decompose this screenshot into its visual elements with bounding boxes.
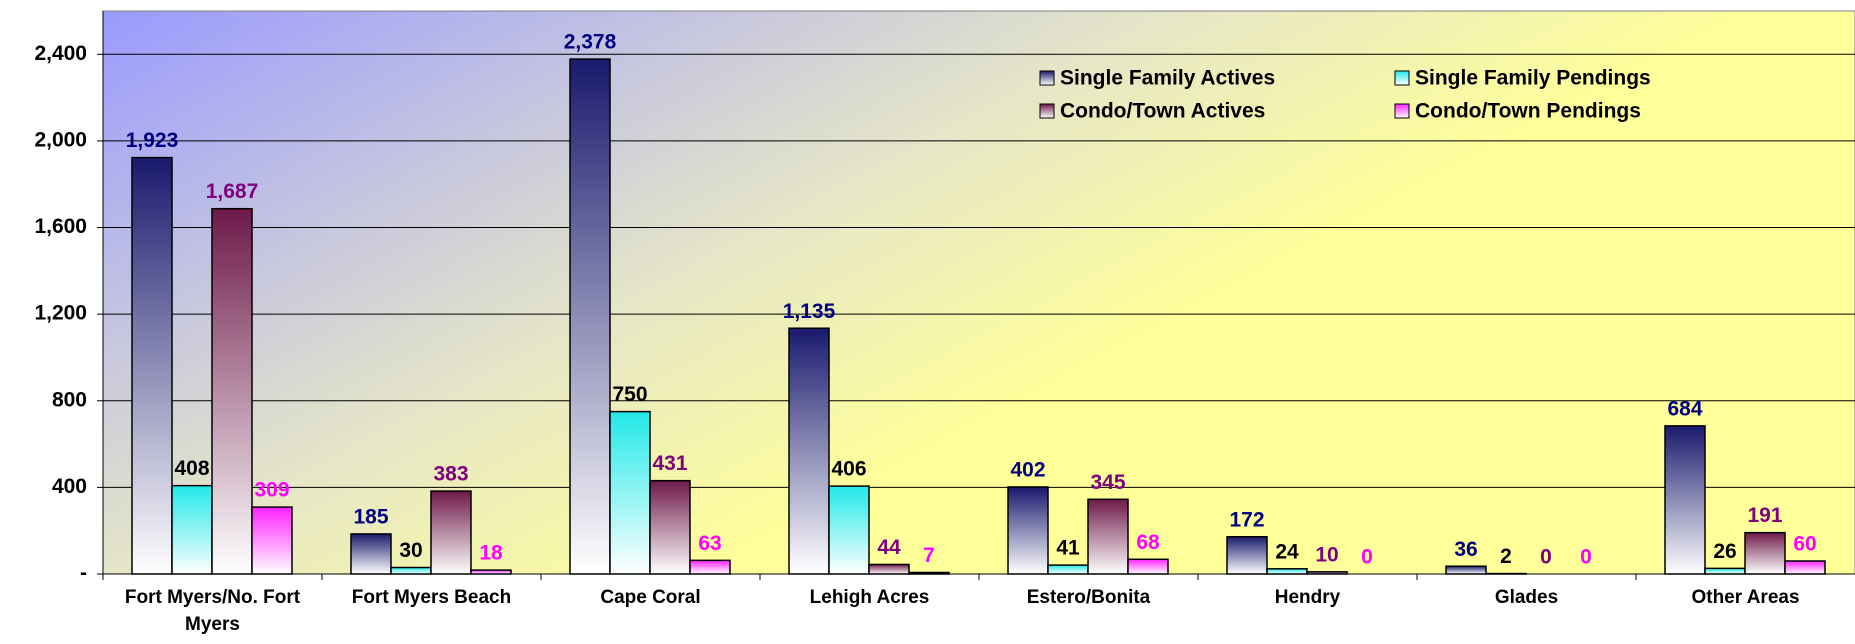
bar	[470, 569, 512, 575]
bar	[1266, 568, 1308, 575]
data-label: 63	[698, 532, 721, 555]
data-label: 10	[1315, 543, 1338, 566]
data-label: 402	[1010, 458, 1045, 481]
x-tick-label-box: Fort Myers Beach	[351, 587, 512, 608]
bar	[1445, 565, 1487, 575]
data-label: 185	[353, 505, 388, 528]
bar	[609, 410, 651, 575]
bar	[251, 506, 293, 575]
legend-swatch	[1394, 70, 1410, 86]
data-label: 383	[433, 463, 468, 486]
data-label: 30	[399, 539, 422, 562]
data-label: 41	[1056, 537, 1080, 560]
data-label: 345	[1090, 471, 1125, 494]
data-label: 406	[831, 458, 866, 481]
data-label: 18	[479, 542, 503, 565]
data-label: 7	[923, 544, 935, 567]
bar	[1744, 531, 1786, 575]
bar	[211, 207, 253, 575]
data-label: 2	[1500, 545, 1512, 568]
data-label: 0	[1580, 546, 1592, 569]
data-label: 68	[1136, 531, 1160, 554]
x-tick-label: Hendry	[1274, 587, 1341, 608]
x-tick-label-box: Lehigh Acres	[809, 587, 930, 608]
legend-label: Single Family Pendings	[1415, 67, 1651, 90]
bar	[1007, 486, 1049, 575]
data-label: 0	[1540, 546, 1552, 569]
bar	[390, 566, 432, 575]
data-label: 172	[1229, 508, 1264, 531]
y-tick-label: -	[80, 562, 87, 585]
x-tick-label: Other Areas	[1691, 587, 1800, 608]
legend-swatch	[1039, 70, 1055, 86]
data-label: 2,378	[564, 31, 617, 54]
x-tick-label-box: Cape Coral	[600, 587, 701, 608]
data-label: 26	[1713, 540, 1736, 563]
bar	[1127, 558, 1169, 575]
x-tick-label: Lehigh Acres	[809, 587, 930, 608]
data-label: 44	[877, 536, 901, 559]
data-label: 309	[254, 479, 289, 502]
x-tick-label-box: Estero/Bonita	[1026, 587, 1151, 608]
bar	[689, 559, 731, 575]
bar	[1047, 564, 1089, 575]
bar	[1664, 425, 1706, 575]
bar	[649, 479, 691, 575]
bar	[1087, 498, 1129, 575]
bar	[1704, 567, 1746, 575]
y-tick-label: 400	[52, 475, 87, 498]
x-tick-label: Fort Myers Beach	[351, 587, 512, 608]
x-tick-label-box: Other Areas	[1691, 587, 1800, 608]
data-label: 431	[652, 452, 687, 475]
bar	[350, 533, 392, 575]
data-label: 1,687	[206, 180, 259, 203]
y-tick-label: 2,400	[34, 42, 87, 65]
x-tick-label: Estero/Bonita	[1026, 587, 1151, 608]
plot-area	[102, 10, 1855, 575]
x-tick-label-box: Hendry	[1274, 587, 1341, 608]
bar	[131, 156, 173, 575]
x-tick-label: Fort Myers/No. Fort Myers	[124, 587, 301, 635]
data-label: 36	[1454, 538, 1477, 561]
data-label: 60	[1793, 533, 1816, 556]
x-tick-label-box: Glades	[1494, 587, 1559, 608]
legend-swatch	[1039, 103, 1055, 119]
data-label: 1,923	[126, 129, 179, 152]
bar	[1226, 536, 1268, 575]
data-label: 408	[174, 457, 209, 480]
bar	[171, 484, 213, 575]
y-tick-label: 1,600	[34, 215, 87, 238]
data-label: 684	[1667, 397, 1702, 420]
y-tick-label: 800	[52, 388, 87, 411]
x-tick-label: Glades	[1494, 587, 1559, 608]
data-label: 24	[1275, 540, 1299, 563]
legend-label: Condo/Town Actives	[1060, 100, 1265, 123]
y-tick-label: 2,000	[34, 128, 87, 151]
data-label: 191	[1747, 504, 1782, 527]
data-label: 750	[612, 383, 647, 406]
legend-swatch	[1394, 103, 1410, 119]
x-tick-label-box: Fort Myers/No. Fort Myers	[124, 587, 301, 635]
bar	[1784, 560, 1826, 575]
y-tick-label: 1,200	[34, 302, 87, 325]
bar	[569, 58, 611, 575]
bar	[868, 563, 910, 575]
bar	[430, 490, 472, 575]
data-label: 0	[1361, 546, 1373, 569]
data-label: 1,135	[783, 300, 836, 323]
legend-label: Single Family Actives	[1060, 67, 1275, 90]
bar	[828, 485, 870, 575]
legend-label: Condo/Town Pendings	[1415, 100, 1641, 123]
x-tick-label: Cape Coral	[600, 587, 701, 608]
bar	[788, 327, 830, 575]
